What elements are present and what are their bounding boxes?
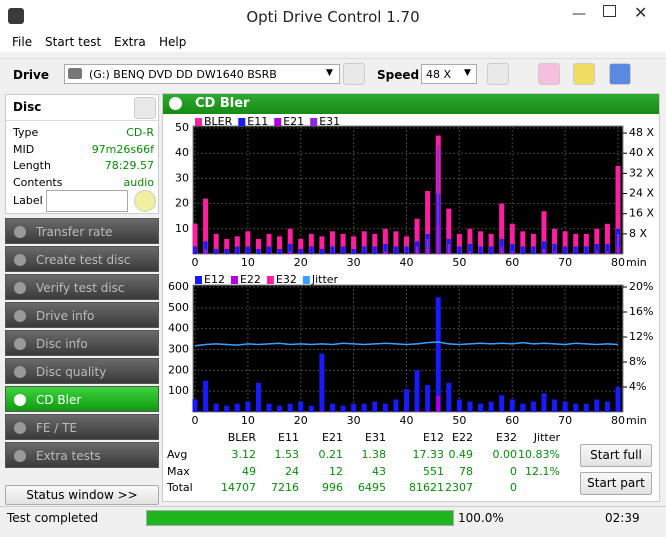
drive-select[interactable]: (G:) BENQ DVD DD DW1640 BSRB [64, 64, 340, 84]
menu-item[interactable]: Start test [45, 35, 101, 49]
field-value: 78:29.57 [66, 159, 154, 172]
stats-value: 0 [457, 481, 517, 494]
stats-row-label: Avg [167, 448, 187, 461]
settings-button[interactable] [573, 63, 595, 85]
progress-label: 100.0% [458, 511, 504, 525]
field-label: Contents [13, 176, 62, 189]
nav-icon [14, 338, 26, 350]
stats-value: 1.38 [326, 448, 386, 461]
progress-track [146, 510, 454, 526]
nav-button[interactable]: Drive info [5, 302, 159, 328]
minimize-button[interactable]: — [572, 6, 586, 22]
label-field-label: Label [13, 194, 43, 207]
nav-icon [14, 422, 26, 434]
nav-button[interactable]: CD Bler [5, 386, 159, 412]
nav-icon [14, 310, 26, 322]
speed-label: Speed [377, 68, 419, 82]
action-button[interactable]: Start full [580, 444, 652, 467]
menu-item[interactable]: File [12, 35, 32, 49]
stats-value: 43 [326, 465, 386, 478]
field-value: 97m26s66f [66, 143, 154, 156]
stats-header: Jitter [500, 431, 560, 444]
field-label: Length [13, 159, 51, 172]
disc-title: Disc [13, 100, 41, 114]
window-title: Opti Drive Control 1.70 [0, 8, 666, 26]
nav-button[interactable]: Create test disc [5, 246, 159, 272]
menu-bar: File Start test Extra Help [0, 32, 666, 52]
field-label: Type [13, 126, 38, 139]
field-value: CD-R [66, 126, 154, 139]
nav-icon [14, 226, 26, 238]
dropdown-arrow: ▼ [326, 68, 333, 78]
label-input[interactable] [46, 190, 128, 212]
label-button[interactable] [134, 190, 156, 212]
disc-refresh-button[interactable] [134, 97, 156, 119]
menu-item[interactable]: Extra [114, 35, 146, 49]
status-text: Test completed [7, 511, 98, 525]
maximize-button[interactable] [603, 5, 616, 17]
nav-icon [14, 394, 26, 406]
nav-button[interactable]: Verify test disc [5, 274, 159, 300]
close-button[interactable]: ✕ [634, 3, 647, 22]
progress-fill [147, 511, 453, 525]
nav-icon [14, 450, 26, 462]
action-button[interactable]: Start part [580, 472, 652, 495]
nav-icon [14, 366, 26, 378]
nav-button[interactable]: Disc quality [5, 358, 159, 384]
stats-value: 6495 [326, 481, 386, 494]
eject-button[interactable] [343, 63, 365, 85]
panel-icon [169, 97, 182, 110]
stats-header: E31 [326, 431, 386, 444]
field-label: MID [13, 143, 34, 156]
save-button[interactable] [609, 63, 631, 85]
stats-row-label: Total [167, 481, 193, 494]
elapsed-time: 02:39 [605, 511, 640, 525]
status-window-button[interactable]: Status window >> [5, 485, 159, 505]
nav-button[interactable]: Disc info [5, 330, 159, 356]
status-bar: Test completed 100.0% 02:39 [0, 506, 666, 537]
drive-label: Drive [13, 68, 49, 82]
toolbar: Drive (G:) BENQ DVD DD DW1640 BSRB ▼ Spe… [0, 58, 666, 91]
nav-icon [14, 282, 26, 294]
stats-value: 10.83% [500, 448, 560, 461]
erase-button[interactable] [538, 63, 560, 85]
title-bar: Opti Drive Control 1.70 — ✕ [0, 0, 666, 32]
panel-header: CD Bler [163, 94, 659, 114]
menu-item[interactable]: Help [159, 35, 186, 49]
dropdown-arrow: ▼ [464, 68, 471, 78]
stats-row-label: Max [167, 465, 190, 478]
nav-button[interactable]: FE / TE [5, 414, 159, 440]
separator [6, 120, 158, 121]
disc-panel: Disc Type CD-R MID 97m26s66f Length 78:29.57 C… [5, 94, 159, 214]
refresh-button[interactable] [487, 63, 509, 85]
stats-value: 12.1% [500, 465, 560, 478]
nav-icon [14, 254, 26, 266]
nav-button[interactable]: Transfer rate [5, 218, 159, 244]
nav-button[interactable]: Extra tests [5, 442, 159, 468]
field-value: audio [66, 176, 154, 189]
drive-icon [68, 68, 82, 79]
